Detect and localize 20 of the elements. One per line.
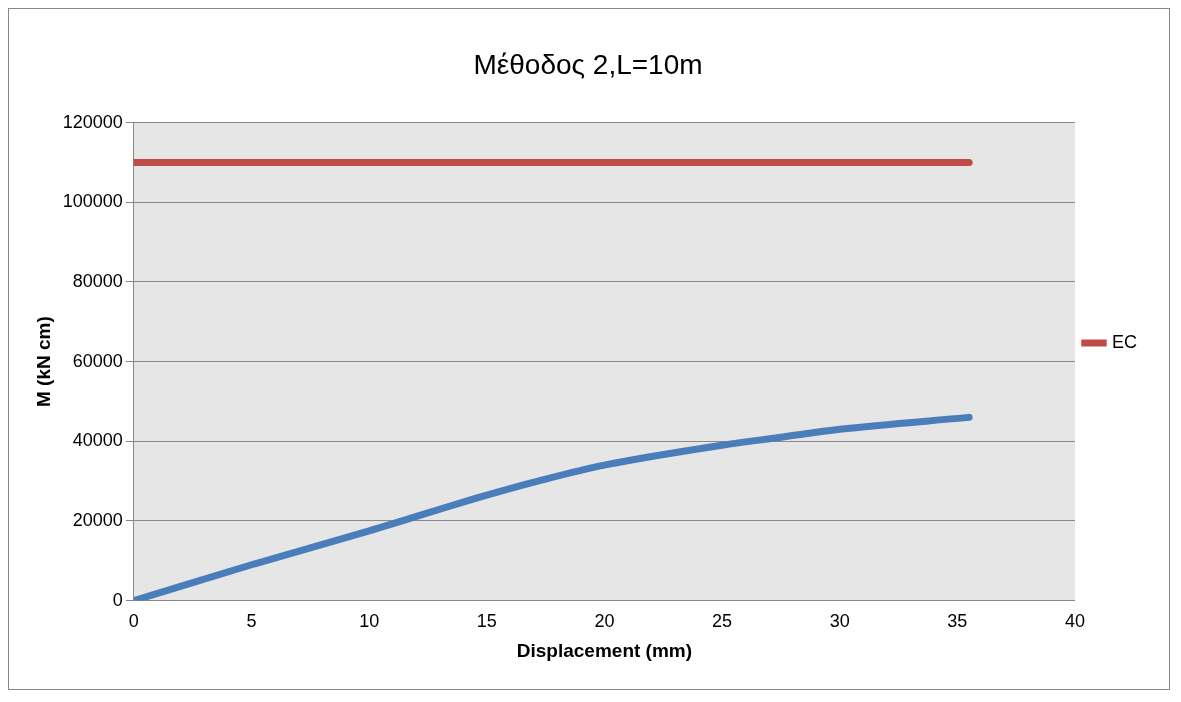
x-tick-label: 40 <box>1064 611 1086 632</box>
y-tick-label: 40000 <box>72 430 123 451</box>
y-tick-label: 100000 <box>62 191 123 212</box>
y-tick-label: 120000 <box>62 111 123 132</box>
x-tick-label: 30 <box>829 611 850 632</box>
x-tick-label: 10 <box>359 611 380 632</box>
legend-label: EC <box>1112 331 1138 352</box>
chart-title: Μέθοδος 2,L=10m <box>473 48 703 80</box>
x-axis-title: Displacement (mm) <box>516 639 693 661</box>
x-tick-label: 25 <box>712 611 733 632</box>
y-tick-label: 20000 <box>72 509 123 530</box>
x-tick-label: 35 <box>947 611 968 632</box>
y-tick-label: 80000 <box>72 270 123 291</box>
x-tick-label: 20 <box>594 611 615 632</box>
x-tick-label: 5 <box>246 611 257 632</box>
y-tick-label: 60000 <box>72 350 123 371</box>
y-axis-title: M (kN cm) <box>32 316 54 407</box>
x-tick-label: 15 <box>476 611 497 632</box>
x-tick-label: 0 <box>128 611 139 632</box>
y-tick-label: 0 <box>112 589 123 610</box>
